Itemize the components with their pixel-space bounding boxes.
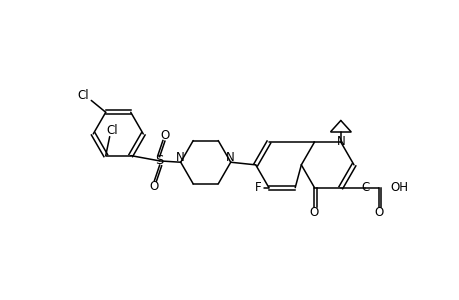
- Text: N: N: [176, 151, 185, 164]
- Text: O: O: [374, 206, 383, 219]
- Text: N: N: [336, 135, 345, 148]
- Text: Cl: Cl: [106, 124, 118, 137]
- Text: N: N: [226, 151, 235, 164]
- Text: F: F: [254, 181, 261, 194]
- Text: OH: OH: [390, 181, 408, 194]
- Text: Cl: Cl: [78, 89, 89, 102]
- Text: C: C: [360, 181, 369, 194]
- Text: O: O: [160, 129, 169, 142]
- Text: O: O: [309, 206, 319, 219]
- Text: O: O: [149, 180, 158, 193]
- Text: S: S: [155, 154, 163, 167]
